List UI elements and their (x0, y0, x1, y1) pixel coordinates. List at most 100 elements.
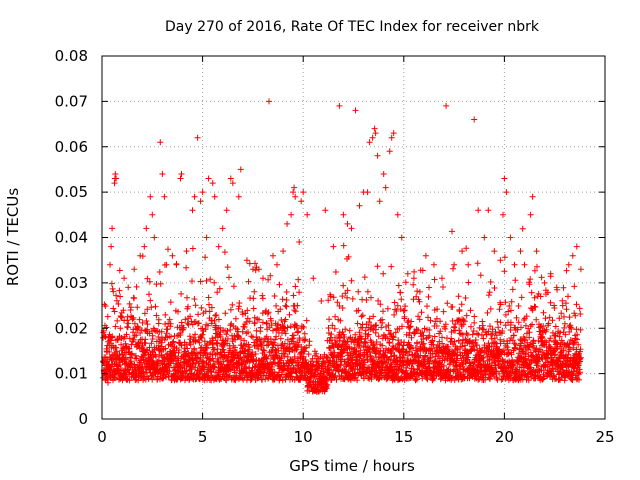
roti-outlier-point (503, 189, 510, 196)
roti-point (469, 331, 476, 338)
roti-point (309, 362, 316, 369)
roti-point (340, 242, 347, 249)
roti-point (313, 350, 320, 357)
roti-point (206, 308, 213, 315)
roti-point (129, 351, 136, 358)
roti-point (192, 338, 199, 345)
roti-point (152, 303, 159, 310)
roti-point (183, 264, 190, 271)
roti-point (126, 300, 133, 307)
roti-point (508, 307, 514, 314)
roti-point (187, 313, 194, 320)
roti-point (198, 334, 205, 341)
roti-point (572, 335, 579, 342)
roti-outlier-point (199, 189, 206, 196)
roti-outlier-point (209, 180, 216, 187)
roti-point (245, 346, 252, 353)
roti-point (375, 333, 382, 340)
roti-point (351, 337, 358, 344)
roti-point (461, 318, 468, 325)
roti-point (577, 355, 584, 362)
roti-point (446, 361, 453, 368)
roti-outlier-point (475, 207, 482, 214)
roti-outlier-point (296, 239, 303, 245)
roti-point (149, 336, 156, 342)
roti-point (561, 313, 567, 320)
y-tick-label: 0.01 (55, 365, 88, 383)
roti-point (566, 329, 573, 335)
roti-point (577, 346, 584, 353)
roti-point (391, 299, 398, 306)
roti-outlier-point (416, 288, 423, 295)
roti-point (470, 328, 477, 334)
roti-point (109, 333, 116, 340)
roti-outlier-point (249, 266, 256, 273)
roti-point (287, 323, 294, 330)
roti-outlier-point (517, 248, 524, 255)
roti-point (402, 303, 409, 310)
roti-outlier-point (577, 266, 584, 273)
roti-point (133, 283, 140, 290)
roti-point (126, 335, 133, 342)
roti-point (537, 347, 544, 353)
roti-point (224, 264, 231, 271)
roti-point (235, 305, 242, 312)
roti-point (501, 254, 508, 261)
roti-point (567, 346, 573, 353)
roti-point (232, 375, 239, 382)
roti-point (195, 320, 202, 327)
roti-point (226, 274, 232, 281)
roti-point (273, 333, 280, 340)
roti-point (531, 267, 538, 274)
roti-point (216, 285, 223, 292)
roti-point (102, 303, 109, 309)
roti-point (456, 330, 463, 337)
roti-point (508, 298, 515, 305)
roti-point (275, 347, 282, 354)
roti-point (143, 318, 150, 324)
roti-point (355, 288, 362, 295)
roti-point (497, 301, 504, 308)
roti-point (144, 275, 151, 282)
roti-point (405, 339, 412, 346)
roti-point (393, 308, 400, 314)
roti-outlier-point (322, 207, 329, 214)
roti-point (547, 335, 554, 342)
y-tick-label: 0.08 (55, 47, 88, 65)
roti-point (295, 328, 302, 335)
roti-point (282, 302, 289, 309)
roti-point (361, 274, 368, 281)
roti-point (277, 335, 284, 342)
roti-outlier-point (491, 248, 498, 255)
roti-outlier-point (559, 302, 566, 309)
roti-point (390, 334, 397, 341)
roti-point (472, 337, 479, 343)
roti-point (202, 254, 209, 261)
roti-point (451, 338, 458, 345)
roti-point (471, 319, 478, 326)
roti-point (416, 298, 423, 305)
roti-point (562, 331, 569, 338)
roti-point (104, 313, 111, 320)
roti-point (239, 328, 246, 335)
roti-point (246, 344, 253, 351)
roti-point (368, 294, 374, 301)
roti-point (132, 352, 139, 359)
roti-point (453, 345, 460, 352)
roti-point (111, 375, 118, 382)
roti-point (267, 272, 274, 279)
roti-outlier-point (229, 180, 236, 187)
roti-outlier-point (189, 207, 196, 214)
roti-point (290, 338, 297, 345)
roti-outlier-point (108, 243, 115, 250)
roti-point (116, 287, 123, 294)
roti-point (251, 288, 258, 295)
roti-point (545, 320, 552, 327)
roti-point (395, 282, 402, 289)
roti-point (111, 351, 118, 358)
roti-point (471, 346, 478, 353)
roti-point (387, 350, 394, 357)
roti-point (300, 353, 307, 360)
roti-point (141, 310, 148, 317)
roti-point (431, 333, 438, 340)
